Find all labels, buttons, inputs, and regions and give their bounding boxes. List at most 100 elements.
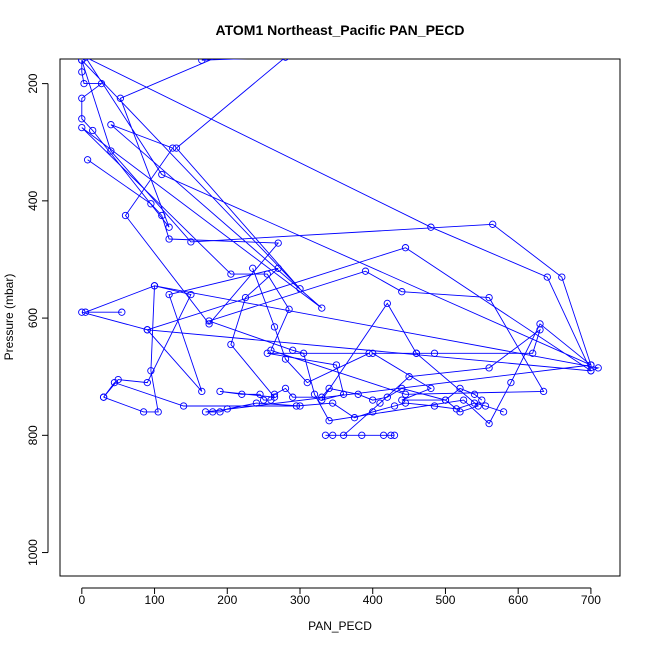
data-point <box>227 340 235 349</box>
data-point <box>270 390 279 398</box>
data-point <box>318 393 326 401</box>
data-point <box>390 402 399 410</box>
data-point <box>82 59 89 61</box>
data-point <box>292 402 301 410</box>
data-point <box>558 273 566 281</box>
data-point <box>201 408 210 416</box>
series-line <box>81 124 593 425</box>
data-point <box>147 367 155 375</box>
data-point <box>325 417 333 425</box>
data-point <box>158 211 166 220</box>
data-point <box>89 126 97 135</box>
series-line <box>252 268 541 436</box>
data-point <box>398 384 406 393</box>
x-tick-label: 100 <box>145 593 165 607</box>
data-point <box>238 390 246 398</box>
data-point <box>147 200 155 208</box>
x-tick-label: 0 <box>78 593 85 607</box>
data-point <box>282 59 289 61</box>
data-point <box>216 387 224 396</box>
x-tick-label: 200 <box>217 593 237 607</box>
data-point <box>198 59 206 64</box>
data-point <box>459 396 468 404</box>
data-point <box>329 399 337 407</box>
data-point <box>78 123 86 132</box>
data-point <box>536 326 544 334</box>
data-point <box>198 387 206 396</box>
x-tick-label: 600 <box>508 593 528 607</box>
data-point <box>205 317 213 325</box>
data-point <box>97 79 106 88</box>
x-axis: 0 100 200 300 400 500 600 700 <box>78 587 601 607</box>
data-point <box>303 378 311 387</box>
data-point <box>369 396 377 404</box>
data-point <box>427 384 435 393</box>
data-point <box>80 79 88 88</box>
data-point <box>427 223 435 231</box>
y-tick-label: 400 <box>26 191 40 211</box>
plot-frame <box>59 58 621 577</box>
data-point <box>78 68 86 76</box>
y-tick-label: 200 <box>26 73 40 93</box>
data-point <box>398 288 406 296</box>
data-point <box>274 264 282 272</box>
data-point <box>339 431 348 439</box>
y-axis: 200 400 600 800 1000 <box>26 73 49 566</box>
data-point <box>249 264 257 272</box>
data-point <box>321 431 330 439</box>
data-point <box>365 349 373 357</box>
data-point <box>507 378 515 387</box>
data-point <box>387 431 395 439</box>
data-point <box>110 378 119 387</box>
data-point <box>270 323 279 331</box>
data-point <box>263 349 271 357</box>
data-point <box>78 308 86 316</box>
data-point <box>325 384 333 393</box>
data-point <box>165 290 173 299</box>
data-point <box>256 390 264 398</box>
data-point <box>143 378 151 387</box>
data-point <box>83 156 92 164</box>
data-point <box>169 144 177 152</box>
data-point <box>543 273 551 281</box>
x-tick-label: 400 <box>363 593 383 607</box>
data-point <box>179 402 188 410</box>
data-point <box>205 320 213 328</box>
data-point <box>139 408 148 416</box>
series-layer <box>78 59 602 439</box>
data-point <box>539 387 548 396</box>
data-point <box>478 396 486 404</box>
data-point <box>216 408 224 416</box>
data-point <box>430 402 439 410</box>
data-point <box>383 299 391 308</box>
x-tick-label: 300 <box>290 593 310 607</box>
data-point <box>369 349 377 357</box>
data-point <box>274 239 282 247</box>
data-point <box>587 361 595 369</box>
data-point <box>187 290 195 299</box>
data-point <box>376 399 384 407</box>
data-point <box>401 390 410 398</box>
data-point <box>118 308 126 316</box>
data-point <box>107 121 115 129</box>
data-point <box>379 431 388 439</box>
data-point <box>485 419 493 428</box>
data-point <box>481 402 490 410</box>
series-line <box>81 59 600 372</box>
data-point <box>354 390 362 398</box>
y-tick-label: 600 <box>26 308 40 328</box>
data-point <box>485 293 493 302</box>
y-tick-label: 1000 <box>26 539 40 566</box>
data-point <box>332 361 341 369</box>
data-point <box>187 238 195 246</box>
data-point <box>318 304 326 312</box>
series-line <box>103 285 504 419</box>
data-point <box>405 373 413 381</box>
data-point <box>358 431 366 439</box>
y-tick-label: 800 <box>26 425 40 445</box>
data-point <box>361 267 370 275</box>
data-point <box>390 431 399 439</box>
data-point <box>285 305 293 313</box>
